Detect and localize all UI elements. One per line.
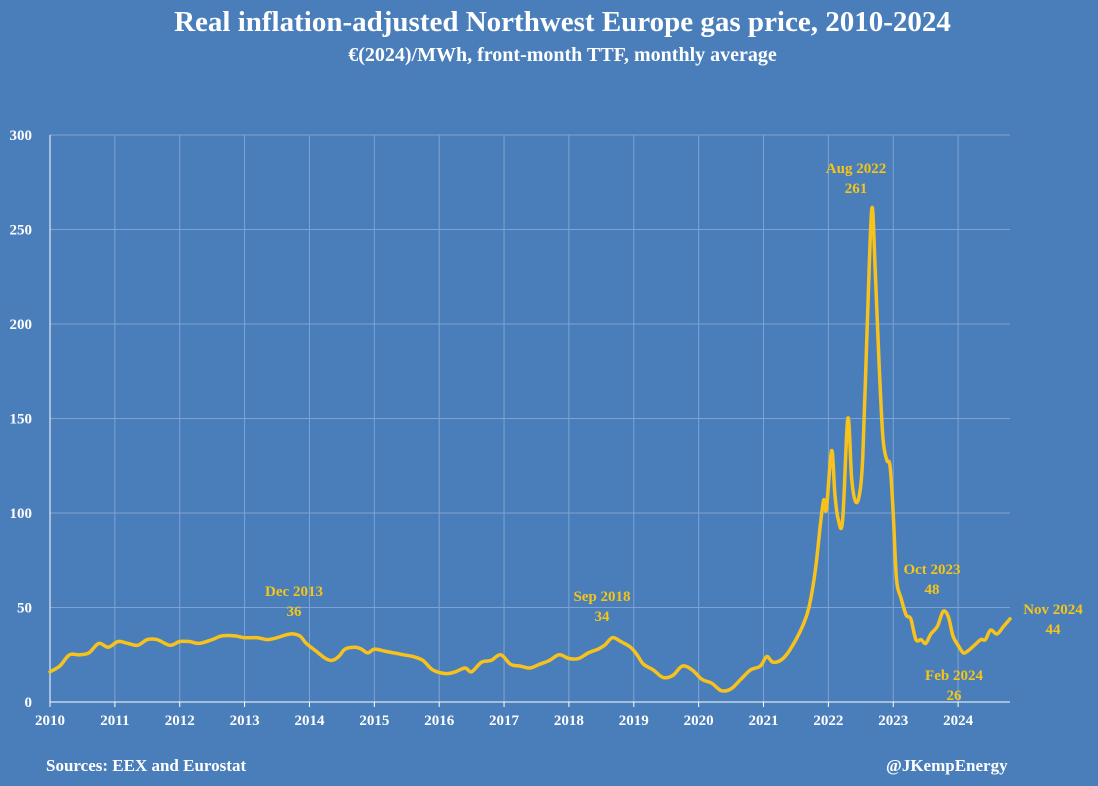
- x-tick-label: 2022: [813, 713, 843, 729]
- x-tick-label: 2023: [878, 713, 908, 729]
- annotation-label: Feb 2024: [925, 668, 983, 684]
- source-note: Sources: EEX and Eurostat: [46, 756, 247, 775]
- x-tick-label: 2018: [554, 713, 584, 729]
- x-tick-label: 2021: [749, 713, 779, 729]
- y-tick-label: 200: [10, 317, 33, 333]
- x-tick-label: 2015: [359, 713, 389, 729]
- annotation-value: 261: [845, 181, 868, 197]
- y-tick-label: 150: [10, 412, 33, 428]
- y-tick-label: 300: [10, 128, 33, 144]
- x-tick-label: 2012: [165, 713, 195, 729]
- x-tick-label: 2013: [230, 713, 260, 729]
- annotation-label: Dec 2013: [265, 584, 323, 600]
- chart-title: Real inflation-adjusted Northwest Europe…: [174, 6, 951, 38]
- x-tick-label: 2011: [100, 713, 129, 729]
- x-tick-label: 2020: [684, 713, 714, 729]
- annotation-value: 36: [287, 604, 303, 620]
- annotation-value: 44: [1046, 622, 1062, 638]
- annotation-value: 26: [947, 688, 963, 704]
- annotation-label: Oct 2023: [903, 562, 960, 578]
- annotation-value: 48: [925, 582, 940, 598]
- x-tick-label: 2019: [619, 713, 649, 729]
- x-tick-label: 2017: [489, 713, 520, 729]
- x-tick-label: 2014: [294, 713, 325, 729]
- author-handle: @JKempEnergy: [886, 756, 1008, 775]
- annotation-label: Aug 2022: [826, 161, 886, 177]
- y-tick-label: 0: [25, 695, 33, 711]
- y-tick-label: 250: [10, 223, 33, 239]
- y-tick-label: 50: [17, 601, 32, 617]
- x-tick-label: 2016: [424, 713, 455, 729]
- annotation-label: Nov 2024: [1023, 602, 1083, 618]
- price-series-line: [48, 205, 1012, 693]
- y-tick-label: 100: [10, 506, 33, 522]
- chart-subtitle: €(2024)/MWh, front-month TTF, monthly av…: [348, 44, 777, 66]
- annotation-value: 34: [595, 609, 611, 625]
- x-tick-label: 2010: [35, 713, 65, 729]
- annotation-label: Sep 2018: [573, 589, 630, 605]
- x-tick-label: 2024: [943, 713, 974, 729]
